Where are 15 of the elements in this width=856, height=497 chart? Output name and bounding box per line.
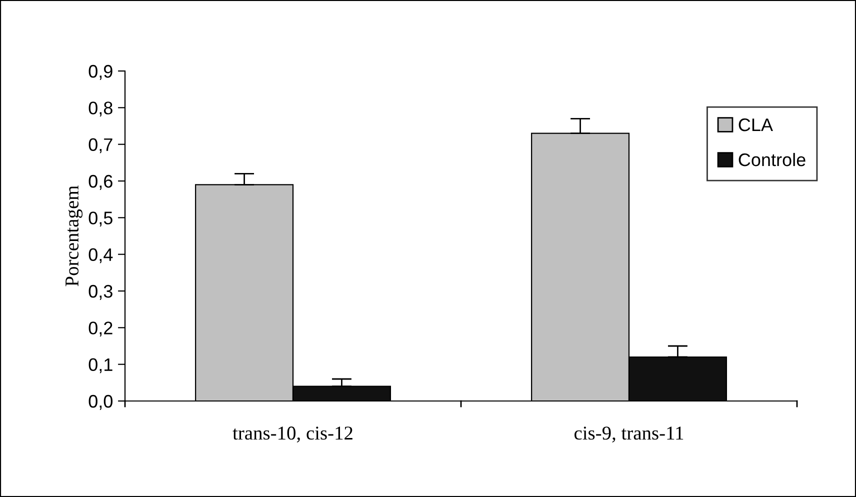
y-tick-label: 0,0	[88, 394, 112, 410]
y-tick-label: 0,7	[88, 138, 112, 154]
y-tick-label: 0,2	[88, 322, 112, 337]
y-tick-label: 0,8	[88, 102, 112, 117]
y-tick-label: 0,6	[88, 174, 112, 190]
legend-label: Controle	[738, 152, 806, 166]
y-tick-label: 0,4	[88, 248, 113, 264]
x-tick-label: trans-10, cis-12	[232, 426, 352, 442]
legend-label: CLA	[738, 118, 773, 132]
y-tick-label: 0,3	[88, 284, 112, 300]
y-tick-label: 0,5	[88, 212, 112, 227]
x-tick-label: cis-9, trans-11	[574, 426, 684, 442]
y-axis-title: Porcentagem	[66, 186, 83, 286]
y-tick-label: 0,1	[88, 358, 112, 374]
y-tick-label: 0,9	[88, 64, 112, 80]
